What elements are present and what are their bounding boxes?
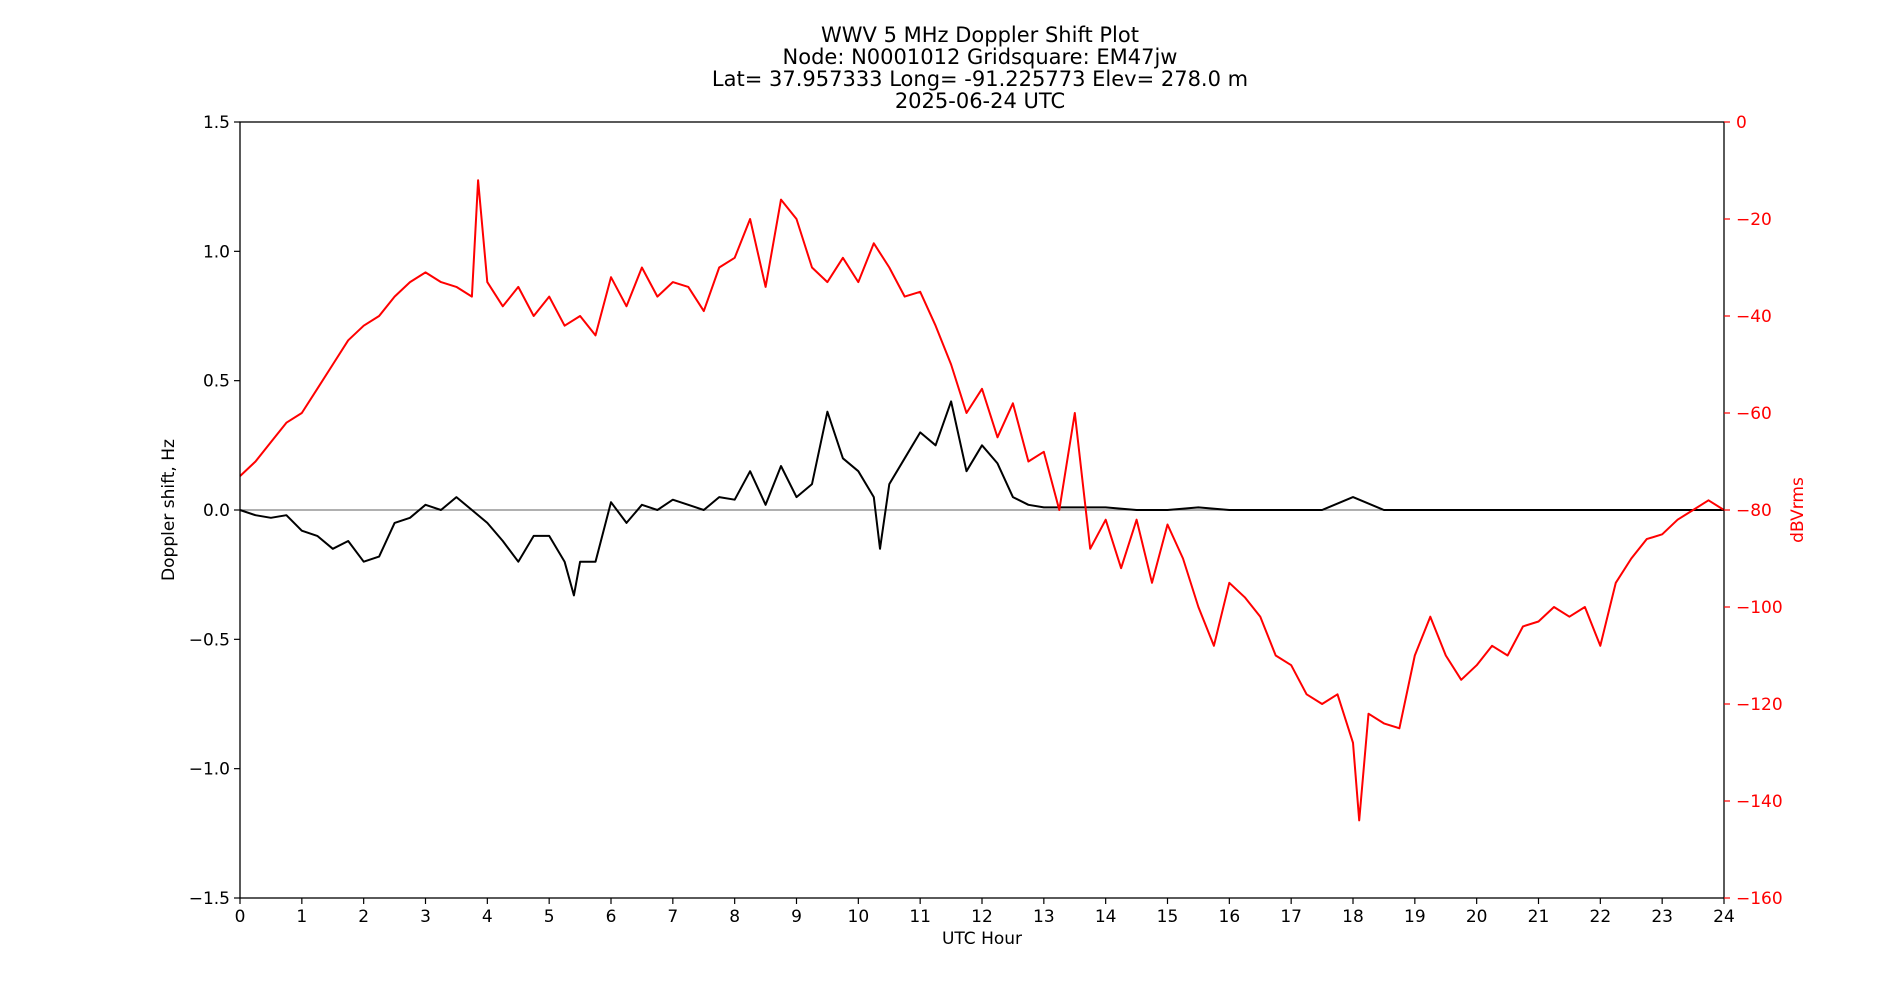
y-right-tick-label: −140 xyxy=(1736,792,1783,812)
x-tick-label: 5 xyxy=(544,907,555,927)
y-tick-label: 0.5 xyxy=(203,372,230,392)
x-tick-label: 6 xyxy=(606,907,617,927)
x-tick-label: 18 xyxy=(1342,907,1364,927)
y-tick-label: −1.5 xyxy=(189,889,230,909)
title-line-3: Lat= 37.957333 Long= -91.225773 Elev= 27… xyxy=(712,67,1248,91)
x-tick-label: 15 xyxy=(1157,907,1179,927)
doppler-series-line xyxy=(239,400,1724,597)
y-tick-label: −0.5 xyxy=(189,630,230,650)
chart-title: WWV 5 MHz Doppler Shift Plot Node: N0001… xyxy=(712,23,1248,113)
x-tick-label: 13 xyxy=(1033,907,1055,927)
x-tick-label: 7 xyxy=(667,907,678,927)
y-tick-label: 1.0 xyxy=(203,242,230,262)
x-tick-label: 9 xyxy=(791,907,802,927)
x-tick-label: 16 xyxy=(1219,907,1241,927)
y-right-tick-label: −20 xyxy=(1736,210,1772,230)
x-tick-label: 22 xyxy=(1590,907,1612,927)
x-tick-label: 14 xyxy=(1095,907,1117,927)
x-tick-label: 24 xyxy=(1713,907,1735,927)
y-axis-right: −160 −140 −120 −100 −80 −60 −40 −20 0 xyxy=(1724,113,1783,909)
x-tick-label: 1 xyxy=(296,907,307,927)
y-tick-label: −1.0 xyxy=(189,760,230,780)
y-tick-label: 0.0 xyxy=(203,501,230,521)
y-axis-left: −1.5 −1.0 −0.5 0.0 0.5 1.0 1.5 xyxy=(189,113,240,909)
y-right-tick-label: −120 xyxy=(1736,695,1783,715)
title-line-2: Node: N0001012 Gridsquare: EM47jw xyxy=(783,45,1178,69)
series-layer xyxy=(239,179,1725,822)
y-right-tick-label: −80 xyxy=(1736,501,1772,521)
x-tick-label: 3 xyxy=(420,907,431,927)
x-tick-label: 10 xyxy=(848,907,870,927)
power-series-line xyxy=(239,179,1725,822)
y-right-tick-label: −60 xyxy=(1736,404,1772,424)
y-axis-right-label: dBVrms xyxy=(1788,477,1808,543)
x-tick-label: 12 xyxy=(971,907,993,927)
x-tick-label: 21 xyxy=(1528,907,1550,927)
x-tick-label: 0 xyxy=(235,907,246,927)
y-axis-label: Doppler shift, Hz xyxy=(159,439,179,581)
y-right-tick-label: −40 xyxy=(1736,307,1772,327)
title-line-4: 2025-06-24 UTC xyxy=(895,89,1065,113)
x-axis-label: UTC Hour xyxy=(942,929,1022,949)
x-tick-label: 8 xyxy=(729,907,740,927)
y-right-tick-label: −100 xyxy=(1736,598,1783,618)
y-right-tick-label: −160 xyxy=(1736,889,1783,909)
x-axis: 0 1 2 3 4 5 6 7 8 9 10 11 12 13 14 15 16 17 18 19 20 21 22 23 24 xyxy=(235,898,1735,927)
x-tick-label: 20 xyxy=(1466,907,1488,927)
x-tick-label: 4 xyxy=(482,907,493,927)
title-line-1: WWV 5 MHz Doppler Shift Plot xyxy=(821,23,1139,47)
y-tick-label: 1.5 xyxy=(203,113,230,133)
x-tick-label: 19 xyxy=(1404,907,1426,927)
x-tick-label: 11 xyxy=(909,907,931,927)
x-tick-label: 17 xyxy=(1280,907,1302,927)
x-tick-label: 2 xyxy=(358,907,369,927)
y-right-tick-label: 0 xyxy=(1736,113,1747,133)
x-tick-label: 23 xyxy=(1651,907,1673,927)
